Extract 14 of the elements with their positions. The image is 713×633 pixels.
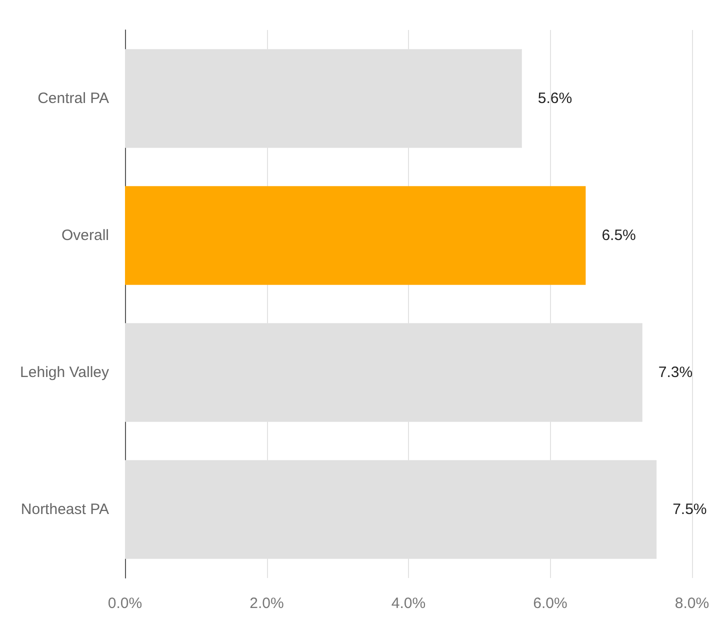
x-tick-label: 8.0% <box>674 595 710 612</box>
data-label: 7.5% <box>672 501 707 518</box>
x-tick-label: 2.0% <box>250 595 284 612</box>
y-tick-label: Northeast PA <box>20 501 109 518</box>
data-label: 5.6% <box>538 90 572 107</box>
data-label: 7.3% <box>658 364 693 381</box>
y-tick-label: Lehigh Valley <box>20 364 110 381</box>
y-tick-label: Overall <box>61 227 109 244</box>
x-tick-label: 6.0% <box>533 595 568 612</box>
x-tick-label: 0.0% <box>108 595 142 612</box>
y-tick-label: Central PA <box>38 90 109 107</box>
data-label: 6.5% <box>602 227 636 244</box>
x-tick-label: 4.0% <box>391 595 426 612</box>
bar <box>125 186 586 285</box>
